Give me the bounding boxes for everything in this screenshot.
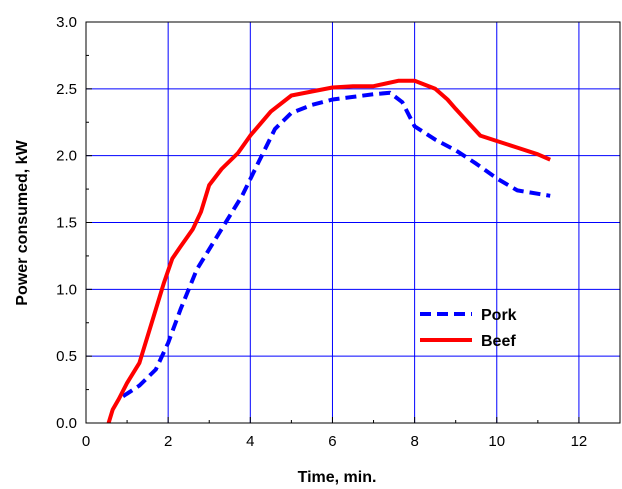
legend-pork-label: Pork [481,307,517,324]
legend-beef-label: Beef [481,333,516,350]
y-axis-label: Power consumed, kW [14,139,31,305]
y-tick-label: 1.0 [56,281,77,298]
series-line-beef [106,78,551,424]
grid-layer [86,22,620,423]
y-tick-label: 0.5 [56,348,77,365]
y-tick-label: 0.0 [56,415,77,432]
x-tick-label: 10 [488,433,505,450]
x-tick-label: 0 [82,433,90,450]
axes-layer [85,21,621,424]
legend: Pork Beef [420,307,517,350]
x-axis-label: Time, min. [298,469,377,486]
y-tick-label: 2.0 [56,148,77,165]
y-tick-label: 1.5 [56,215,77,232]
y-tick-label: 3.0 [56,14,77,31]
x-tick-label: 2 [164,433,172,450]
x-tick-label: 6 [328,433,336,450]
x-tick-label: 12 [571,433,588,450]
y-tick-label: 2.5 [56,81,77,98]
series-line-pork [121,90,551,398]
series-layer [106,78,551,424]
tick-label-layer: 0 2 4 6 8 10 12 0.0 0.5 1.0 1.5 2.0 2.5 3.0 [56,14,587,450]
x-tick-label: 4 [246,433,254,450]
x-tick-label: 8 [410,433,418,450]
